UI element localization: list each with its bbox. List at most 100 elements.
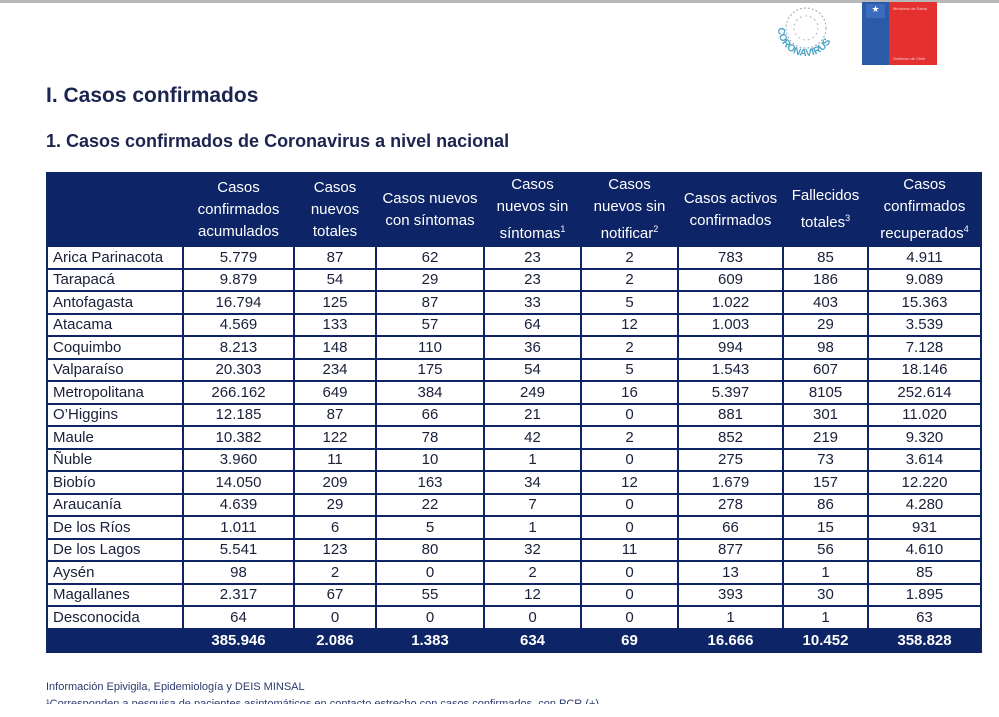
table-cell: 6	[293, 515, 377, 540]
table-cell: 393	[677, 582, 784, 607]
table-cell: 10	[375, 447, 485, 472]
column-header: Casos confirmados acumulados	[182, 172, 295, 247]
column-header-label: Casos activos confirmados	[683, 189, 778, 229]
column-header-label: Casos nuevos totales	[310, 178, 360, 240]
table-cell: 1.011	[182, 515, 295, 540]
column-header: Fallecidos totales3	[782, 172, 869, 247]
table-cell: 852	[677, 425, 784, 450]
table-cell: 2	[580, 425, 679, 450]
footnote-marker: 4	[963, 224, 969, 234]
table-cell: 649	[293, 380, 377, 405]
table-cell: 64	[182, 605, 295, 630]
table-cell: 1.022	[677, 290, 784, 315]
table-cell: 54	[483, 357, 582, 382]
table-cell: 1	[677, 605, 784, 630]
table-cell: 122	[293, 425, 377, 450]
column-header-label: Fallecidos totales	[791, 187, 860, 231]
table-cell: 209	[293, 470, 377, 495]
totals-row: 385.946 2.086 1.383 634 69 16.666 10.452 358.82…	[46, 627, 982, 653]
table-cell: 2	[483, 560, 582, 585]
table-cell: 4.639	[182, 492, 295, 517]
table-cell: 78	[375, 425, 485, 450]
table-cell: 384	[375, 380, 485, 405]
table-cell: 12	[580, 312, 679, 337]
table-cell: 22	[375, 492, 485, 517]
table-cell: 0	[375, 605, 485, 630]
svg-text:CORONAVIRUS: CORONAVIRUS	[775, 27, 834, 59]
table-cell: 123	[293, 537, 377, 562]
table-cell: 1.895	[867, 582, 982, 607]
region-name: O’Higgins	[46, 402, 184, 427]
table-cell: 12.185	[182, 402, 295, 427]
table-cell: 609	[677, 267, 784, 292]
table-cell: 403	[782, 290, 869, 315]
table-header-row: Casos confirmados acumulados Casos nuevos…	[46, 172, 982, 247]
table-cell: 36	[483, 335, 582, 360]
table-cell: 85	[782, 245, 869, 270]
table-cell: 98	[182, 560, 295, 585]
region-name: Ñuble	[46, 447, 184, 472]
table-cell: 11.020	[867, 402, 982, 427]
table-cell: 275	[677, 447, 784, 472]
region-name: Maule	[46, 425, 184, 450]
table-cell: 0	[580, 560, 679, 585]
region-name: Metropolitana	[46, 380, 184, 405]
table-cell: 1	[483, 447, 582, 472]
table-cell: 9.089	[867, 267, 982, 292]
table-cell: 783	[677, 245, 784, 270]
table-cell: 148	[293, 335, 377, 360]
table-cell: 66	[677, 515, 784, 540]
table-cell: 1.003	[677, 312, 784, 337]
table-cell: 8.213	[182, 335, 295, 360]
region-name: Magallanes	[46, 582, 184, 607]
table-cell: 11	[580, 537, 679, 562]
table-cell: 0	[580, 515, 679, 540]
table-cell: 881	[677, 402, 784, 427]
table-cell: 5	[580, 357, 679, 382]
column-header-label: Casos nuevos con síntomas	[382, 189, 478, 229]
table-cell: 11	[293, 447, 377, 472]
table-cell: 16	[580, 380, 679, 405]
table-cell: 42	[483, 425, 582, 450]
region-name: Atacama	[46, 312, 184, 337]
table-cell: 266.162	[182, 380, 295, 405]
table-cell: 87	[375, 290, 485, 315]
table-row: Araucanía 4.639 29 22 7 0 278 86 4.280	[46, 492, 982, 517]
table-cell: 3.539	[867, 312, 982, 337]
table-cell: 29	[782, 312, 869, 337]
column-header	[46, 172, 184, 247]
table-cell: 877	[677, 537, 784, 562]
table-cell: 301	[782, 402, 869, 427]
table-cell: 12	[580, 470, 679, 495]
table-cell: 63	[867, 605, 982, 630]
total-cell: 358.828	[867, 627, 982, 653]
column-header-label: Casos nuevos sin notificar	[593, 176, 666, 242]
table-cell: 252.614	[867, 380, 982, 405]
table-cell: 57	[375, 312, 485, 337]
column-header-label: Casos nuevos sin síntomas	[496, 176, 569, 242]
table-cell: 9.320	[867, 425, 982, 450]
table-cell: 0	[580, 492, 679, 517]
table-cell: 0	[580, 582, 679, 607]
table-cell: 18.146	[867, 357, 982, 382]
table-row: Ñuble 3.960 11 10 1 0 275 73 3.614	[46, 447, 982, 472]
table-cell: 1	[782, 560, 869, 585]
total-cell: 10.452	[782, 627, 869, 653]
region-name: Biobío	[46, 470, 184, 495]
footnote-1: ¹Corresponden a pesquisa de pacientes as…	[46, 698, 600, 704]
table-cell: 55	[375, 582, 485, 607]
table-cell: 85	[867, 560, 982, 585]
source-note: Información Epivigila, Epidemiología y D…	[46, 681, 305, 693]
table-cell: 3.960	[182, 447, 295, 472]
table-cell: 1.679	[677, 470, 784, 495]
total-cell: 69	[580, 627, 679, 653]
table-cell: 157	[782, 470, 869, 495]
table-row: De los Lagos 5.541 123 80 32 11 877 56 4.610	[46, 537, 982, 562]
table-row: Coquimbo 8.213 148 110 36 2 994 98 7.128	[46, 335, 982, 360]
table-cell: 607	[782, 357, 869, 382]
table-cell: 80	[375, 537, 485, 562]
table-cell: 1	[483, 515, 582, 540]
column-header: Casos nuevos con síntomas	[375, 172, 485, 247]
table-cell: 21	[483, 402, 582, 427]
table-cell: 73	[782, 447, 869, 472]
